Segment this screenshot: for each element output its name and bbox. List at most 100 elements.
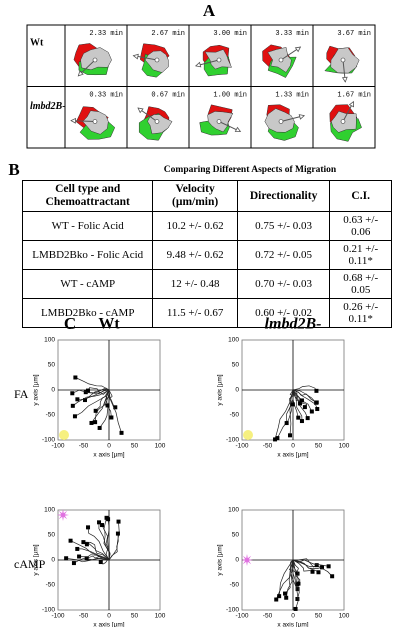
track-end <box>274 597 279 602</box>
time-label: 1.33 min <box>275 91 309 99</box>
track-end <box>314 388 319 393</box>
track-end <box>93 408 98 413</box>
track-end <box>70 403 75 408</box>
centroid <box>92 119 98 124</box>
y-tick-label: 50 <box>48 532 56 539</box>
track-end <box>119 430 124 435</box>
track-end <box>83 398 88 403</box>
x-tick-label: 0 <box>291 443 295 450</box>
track-end <box>273 437 278 442</box>
track <box>83 541 110 561</box>
track <box>77 548 110 561</box>
track <box>74 389 110 417</box>
track <box>105 519 110 561</box>
y-tick-label: 0 <box>235 387 239 394</box>
table-cell: 0.75 +/- 0.03 <box>236 211 331 241</box>
track-end <box>70 391 75 396</box>
table-cell: 0.21 +/- 0.11* <box>329 240 392 270</box>
track-end <box>84 556 89 561</box>
track <box>292 559 329 567</box>
y-tick-label: 50 <box>48 362 56 369</box>
table-row: LMBD2Bko - cAMP 11.5 +/- 0.67 0.60 +/- 0.0… <box>21 298 392 328</box>
x-tick-label: 100 <box>339 443 350 450</box>
track-end <box>299 398 304 403</box>
track-end <box>75 397 80 402</box>
time-label: 2.33 min <box>89 30 123 38</box>
centroid <box>340 119 346 124</box>
track-end <box>71 561 76 566</box>
x-axis-label: x axis [µm] <box>93 452 124 459</box>
y-tick-label: 50 <box>232 532 240 539</box>
y-axis-label: y axis [µm] <box>217 544 224 575</box>
source-marker <box>241 554 253 566</box>
track-end <box>315 407 320 412</box>
x-tick-label: 100 <box>155 443 166 450</box>
y-tick-label: -50 <box>230 412 240 419</box>
centroid <box>278 57 284 63</box>
y-tick-label: 0 <box>235 557 239 564</box>
arrow-head <box>348 100 355 108</box>
track-end <box>320 565 325 570</box>
track <box>84 388 110 401</box>
table-cell: LMBD2Bko - cAMP <box>21 298 154 328</box>
x-tick-label: 50 <box>315 613 323 620</box>
time-label: 3.00 min <box>213 30 247 38</box>
track-end <box>284 595 289 600</box>
table-cell: 0.63 +/- 0.06 <box>329 211 392 241</box>
y-axis-label: y axis [µm] <box>217 374 224 405</box>
centroid <box>216 119 222 124</box>
header-row: Cell type and Chemoattractant Velocity (µ… <box>21 180 392 212</box>
track-end <box>283 591 288 596</box>
arrow-head <box>234 126 242 132</box>
header-cell: C.I. <box>329 180 392 212</box>
track-end <box>85 388 90 393</box>
row-label: cAMP <box>14 557 46 571</box>
track <box>66 557 110 563</box>
track-end <box>116 519 121 524</box>
x-tick-label: 50 <box>315 443 323 450</box>
track <box>292 385 317 392</box>
track-end <box>93 420 98 425</box>
y-tick-label: -100 <box>226 437 239 444</box>
track-end <box>77 554 82 559</box>
track <box>292 389 317 404</box>
y-tick-label: 0 <box>51 387 55 394</box>
track-end <box>299 419 304 424</box>
track-end <box>330 574 335 579</box>
centroid <box>278 119 284 124</box>
y-tick-label: 100 <box>228 337 239 344</box>
track <box>291 559 299 610</box>
source-marker <box>57 509 69 521</box>
arrow-head <box>298 114 305 120</box>
arrow-head <box>77 70 84 77</box>
track-end <box>275 436 280 441</box>
header-cell: Directionality <box>236 180 331 212</box>
track <box>292 558 317 568</box>
track <box>290 559 298 590</box>
track-end <box>309 409 314 414</box>
track <box>292 559 313 573</box>
x-tick-label: -100 <box>235 443 248 450</box>
table-cell: 9.48 +/- 0.62 <box>152 240 238 270</box>
time-label: 1.00 min <box>213 91 247 99</box>
track-end <box>100 523 105 528</box>
table-cell: 0.26 +/- 0.11* <box>329 298 392 328</box>
row-label: Wt <box>30 37 44 48</box>
source-marker <box>243 430 253 440</box>
arrow-head <box>137 107 144 114</box>
header-cell: Cell type and Chemoattractant <box>21 180 154 212</box>
track <box>87 527 110 561</box>
table-cell: 11.5 +/- 0.67 <box>152 298 238 328</box>
track-end <box>288 433 293 438</box>
track-end <box>72 414 77 419</box>
y-tick-label: 100 <box>44 507 55 514</box>
track <box>275 559 294 600</box>
y-tick-label: 0 <box>51 557 55 564</box>
track-end <box>293 606 298 611</box>
arrow-head <box>195 61 202 68</box>
track <box>72 389 110 395</box>
table-cell: WT - cAMP <box>21 269 154 299</box>
track <box>108 389 122 434</box>
track <box>108 533 119 561</box>
